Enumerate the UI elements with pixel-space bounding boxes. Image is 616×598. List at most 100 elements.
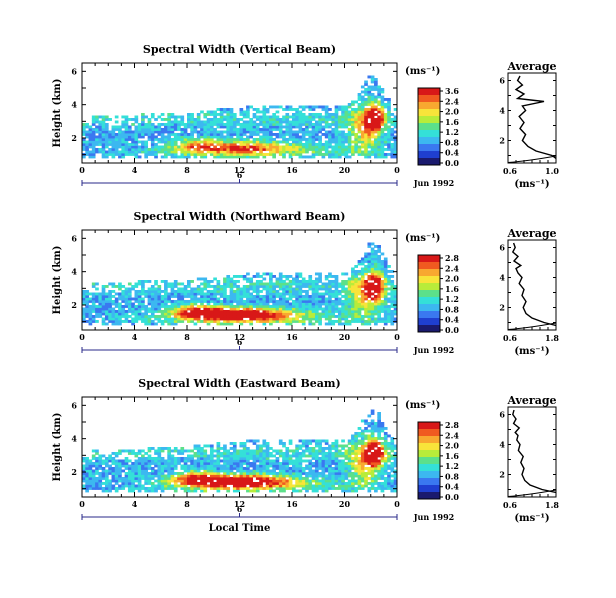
heatmap-cell <box>318 317 322 321</box>
heatmap-cell <box>367 138 372 141</box>
heatmap-cell <box>173 125 178 129</box>
heatmap-cell <box>380 133 385 136</box>
heatmap-cell <box>137 469 142 473</box>
heatmap-cell <box>377 265 381 268</box>
heatmap-cell <box>121 479 126 483</box>
heatmap-cell <box>98 310 103 313</box>
heatmap-cell <box>383 275 388 278</box>
heatmap-cell <box>324 115 329 119</box>
heatmap-cell <box>328 447 332 450</box>
heatmap-cell <box>374 88 378 91</box>
heatmap-cell <box>292 467 296 470</box>
heatmap-cell <box>367 75 372 79</box>
heatmap-cell <box>223 474 227 478</box>
heatmap-cell <box>187 285 191 288</box>
heatmap-cell <box>347 292 352 296</box>
heatmap-cell <box>301 302 306 306</box>
heatmap-cell <box>347 290 352 293</box>
heatmap-cell <box>170 285 175 288</box>
heatmap-cell <box>141 150 145 154</box>
heatmap-cell <box>144 489 149 493</box>
heatmap-cell <box>262 105 267 109</box>
x-tick-label: 12 <box>234 332 245 342</box>
heatmap-cell <box>216 462 221 465</box>
heatmap-cell <box>137 125 142 129</box>
heatmap-cell <box>351 302 355 306</box>
heatmap-cell <box>278 487 283 490</box>
heatmap-cell <box>262 469 267 473</box>
heatmap-cell <box>367 267 372 271</box>
heatmap-cell <box>269 454 273 458</box>
heatmap-cell <box>295 148 299 151</box>
heatmap-cell <box>318 280 322 283</box>
heatmap-cell <box>337 312 342 316</box>
heatmap-cell <box>157 130 162 134</box>
heatmap-cell <box>196 277 201 281</box>
heatmap-cell <box>190 150 194 154</box>
heatmap-cell <box>177 115 181 119</box>
heatmap-cell <box>239 459 244 463</box>
heatmap-cell <box>236 118 240 121</box>
heatmap-cell <box>288 442 293 445</box>
heatmap-cell <box>173 310 178 313</box>
heatmap-cell <box>301 290 306 293</box>
heatmap-cell <box>357 439 362 443</box>
heatmap-cell <box>239 464 244 468</box>
heatmap-cell <box>367 424 372 428</box>
heatmap-cell <box>288 310 293 313</box>
heatmap-cell <box>305 442 309 445</box>
heatmap-cell <box>308 282 313 286</box>
heatmap-cell <box>98 295 103 298</box>
heatmap-cell <box>216 472 221 475</box>
heatmap-cell <box>367 140 372 144</box>
heatmap-cell <box>380 120 385 124</box>
heatmap-cell <box>367 482 372 485</box>
heatmap-cell <box>278 300 283 303</box>
heatmap-cell <box>101 292 106 296</box>
heatmap-cell <box>357 130 362 134</box>
heatmap-cell <box>321 125 326 129</box>
heatmap-cell <box>357 272 362 276</box>
heatmap-cell <box>285 120 290 124</box>
heatmap-cell <box>124 482 129 485</box>
heatmap-cell <box>200 305 204 308</box>
heatmap-cell <box>292 307 296 311</box>
heatmap-cell <box>364 98 368 101</box>
heatmap-cell <box>124 315 129 318</box>
heatmap-cell <box>134 459 139 463</box>
heatmap-cell <box>380 302 385 306</box>
heatmap-cell <box>370 439 375 443</box>
heatmap-cell <box>236 138 240 141</box>
heatmap-cell <box>305 120 309 124</box>
heatmap-cell <box>164 315 168 318</box>
heatmap-cell <box>164 285 168 288</box>
heatmap-cell <box>344 474 349 478</box>
heatmap-cell <box>282 474 286 478</box>
heatmap-cell <box>111 484 116 488</box>
heatmap-cell <box>167 128 171 131</box>
heatmap-cell <box>213 474 217 478</box>
heatmap-cell <box>295 482 299 485</box>
heatmap-cell <box>374 487 378 490</box>
heatmap-cell <box>377 452 381 455</box>
heatmap-cell <box>239 148 244 151</box>
heatmap-cell <box>183 307 188 311</box>
heatmap-cell <box>226 128 231 131</box>
heatmap-cell <box>213 135 217 139</box>
heatmap-cell <box>252 140 257 144</box>
heatmap-cell <box>219 130 224 134</box>
heatmap-cell <box>157 447 162 450</box>
heatmap-cell <box>104 482 109 485</box>
heatmap-cell <box>308 140 313 144</box>
heatmap-cell <box>160 135 165 139</box>
heatmap-cell <box>137 310 142 313</box>
heatmap-cell <box>351 118 355 121</box>
heatmap-cell <box>98 464 103 468</box>
heatmap-cell <box>232 140 237 144</box>
heatmap-cell <box>144 155 149 159</box>
heatmap-cell <box>150 457 155 460</box>
heatmap-cell <box>121 305 126 308</box>
heatmap-cell <box>219 312 224 316</box>
heatmap-cell <box>259 320 263 323</box>
heatmap-cell <box>360 434 365 438</box>
